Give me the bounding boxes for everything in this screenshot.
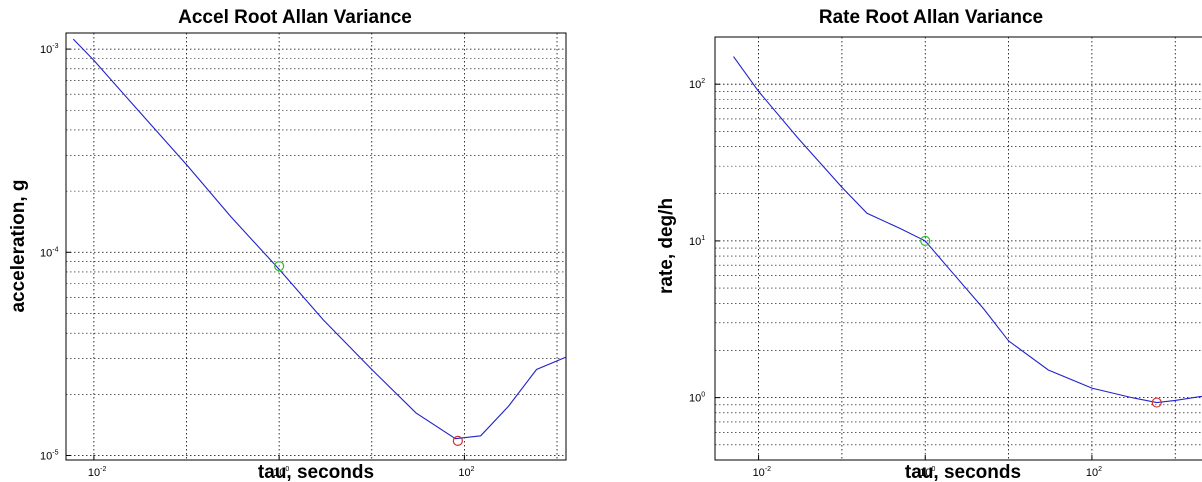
tick-base: 10 xyxy=(458,467,470,479)
tick-base: 10 xyxy=(689,393,701,405)
chart-title: Rate Root Allan Variance xyxy=(819,7,1043,28)
data-marker xyxy=(1151,397,1162,408)
tick-exponent: 1 xyxy=(701,235,705,242)
y-tick-label: 10-4 xyxy=(40,246,59,259)
tick-base: 10 xyxy=(273,467,285,479)
x-tick-label: 102 xyxy=(458,466,474,479)
tick-base: 10 xyxy=(40,247,52,259)
x-tick-label: 100 xyxy=(919,466,935,479)
tick-exponent: 0 xyxy=(285,466,289,473)
series-lines xyxy=(733,56,1202,404)
x-axis-label: tau, seconds xyxy=(905,462,1021,482)
series-line xyxy=(72,38,567,440)
grid xyxy=(66,33,566,460)
data-marker xyxy=(920,235,931,247)
x-tick-label: 10-2 xyxy=(753,466,772,479)
y-tick-label: 10-5 xyxy=(40,449,59,462)
tick-exponent: -5 xyxy=(52,449,58,456)
tick-exponent: -4 xyxy=(52,246,58,253)
tick-exponent: 2 xyxy=(471,466,475,473)
y-tick-label: 101 xyxy=(689,235,705,248)
x-tick-label: 102 xyxy=(1086,466,1102,479)
tick-base: 10 xyxy=(689,79,701,91)
tick-base: 10 xyxy=(689,236,701,248)
tick-exponent: 2 xyxy=(701,78,705,85)
plot-frame xyxy=(714,36,1202,461)
tick-exponent: 0 xyxy=(931,466,935,473)
tick-exponent: 0 xyxy=(701,392,705,399)
y-tick-label: 102 xyxy=(689,78,705,91)
x-tick-label: 10-2 xyxy=(88,466,107,479)
y-axis-label: rate, deg/h xyxy=(656,198,677,294)
series-markers xyxy=(920,235,1162,408)
tick-exponent: -3 xyxy=(52,43,58,50)
tick-base: 10 xyxy=(919,467,931,479)
rate-allan-chart: Rate Root Allan Variance 10-2 100 10210010… xyxy=(656,7,1202,482)
series-markers xyxy=(274,261,463,446)
grid xyxy=(715,36,1202,461)
y-axis-label: acceleration, g xyxy=(8,179,29,312)
x-axis-label: tau, seconds xyxy=(258,462,374,482)
tick-base: 10 xyxy=(1086,467,1098,479)
tick-base: 10 xyxy=(88,467,100,479)
chart-title: Accel Root Allan Variance xyxy=(178,7,412,28)
x-tick-label: 100 xyxy=(273,466,289,479)
tick-base: 10 xyxy=(753,467,765,479)
tick-exponent: 2 xyxy=(1098,466,1102,473)
data-marker xyxy=(452,435,463,446)
plot-frame xyxy=(65,32,567,461)
tick-exponent: -2 xyxy=(100,466,106,473)
y-tick-label: 10-3 xyxy=(40,43,59,56)
accel-allan-chart: Accel Root Allan Variance 10-2 100 10210-5… xyxy=(8,7,567,482)
tick-base: 10 xyxy=(40,450,52,462)
tick-base: 10 xyxy=(40,44,52,56)
y-tick-label: 100 xyxy=(689,392,705,405)
series-lines xyxy=(72,38,567,440)
series-line xyxy=(733,56,1202,404)
tick-exponent: -2 xyxy=(765,466,771,473)
data-marker xyxy=(274,261,285,272)
